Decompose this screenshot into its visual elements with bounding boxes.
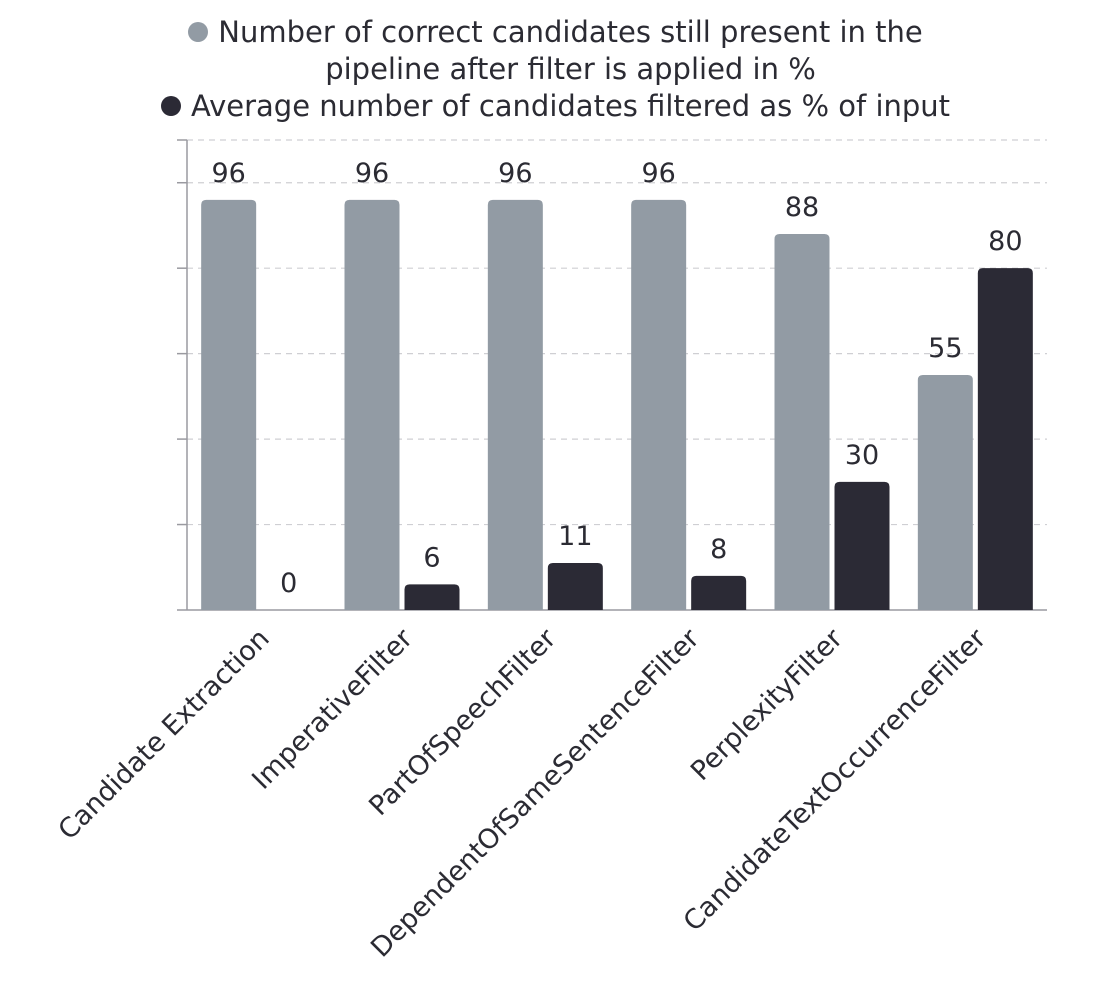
- bar-correct-candidates: [201, 199, 257, 610]
- x-axis-tick-label: Candidate Extraction: [53, 623, 276, 846]
- bar-filtered-candidates: [977, 268, 1033, 610]
- data-label-correct-candidates: 96: [211, 158, 245, 189]
- data-label-filtered-candidates: 80: [988, 226, 1022, 257]
- data-label-correct-candidates: 88: [785, 192, 819, 223]
- x-axis-tick-label: CandidateTextOccurrenceFilter: [678, 622, 993, 937]
- x-axis-tick-label: PerplexityFilter: [685, 622, 849, 786]
- bar-correct-candidates: [631, 199, 687, 610]
- data-label-filtered-candidates: 0: [280, 568, 297, 599]
- bar-filtered-candidates: [691, 575, 747, 610]
- data-label-filtered-candidates: 30: [845, 440, 879, 471]
- legend-label-correct-candidates: Number of correct candidates still prese…: [218, 14, 923, 88]
- data-label-filtered-candidates: 11: [558, 521, 592, 552]
- bar-filtered-candidates: [547, 563, 603, 610]
- legend-item-filtered-candidates: Average number of candidates filtered as…: [0, 88, 1111, 125]
- legend-marker-filtered-candidates: [160, 96, 181, 116]
- data-label-filtered-candidates: 6: [423, 542, 440, 573]
- bar-correct-candidates: [487, 199, 543, 610]
- data-label-filtered-candidates: 8: [710, 534, 727, 565]
- legend-label-correct-candidates-line1: Number of correct candidates still prese…: [218, 15, 923, 49]
- x-axis-tick-label: DependentOfSameSentenceFilter: [365, 622, 706, 963]
- legend-label-filtered-candidates: Average number of candidates filtered as…: [190, 89, 951, 123]
- legend-marker-correct-candidates: [188, 22, 209, 42]
- bar-filtered-candidates: [834, 481, 890, 610]
- legend-label-correct-candidates-line2: pipeline after filter is applied in %: [325, 52, 816, 86]
- bar-filtered-candidates: [404, 584, 460, 610]
- bar-correct-candidates: [917, 375, 973, 610]
- bar-correct-candidates: [344, 199, 400, 610]
- bar-correct-candidates: [774, 234, 830, 610]
- data-label-correct-candidates: 55: [928, 333, 962, 364]
- data-label-correct-candidates: 96: [355, 158, 389, 189]
- data-label-correct-candidates: 96: [641, 158, 675, 189]
- chart-legend: Number of correct candidates still prese…: [0, 14, 1111, 125]
- legend-item-correct-candidates: Number of correct candidates still prese…: [0, 14, 1111, 88]
- data-label-correct-candidates: 96: [498, 158, 532, 189]
